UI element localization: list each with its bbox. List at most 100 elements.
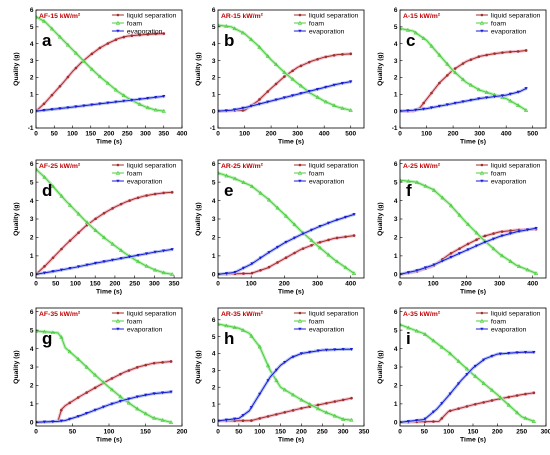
data-point-evaporation [42, 108, 46, 112]
data-point-foam [445, 61, 450, 66]
data-point-foam [473, 374, 478, 378]
x-tick-label: 0 [398, 429, 402, 436]
legend-marker-foam [297, 318, 303, 323]
data-point-evaporation [170, 248, 174, 252]
data-point-foam [152, 415, 157, 420]
legend-marker-liquid_separation [116, 13, 120, 17]
data-point-liquid_separation [98, 46, 102, 50]
data-point-foam [89, 66, 95, 71]
data-point-foam [406, 325, 411, 330]
legend-marker-foam [115, 318, 121, 323]
x-tick-label: 200 [461, 281, 472, 288]
panel-f: 0 100 200 300 400 0 1 2 3 4 5 6 Time (s) Quality (g) A… [377, 159, 547, 296]
panel-title: AF-25 kW/m² [39, 163, 81, 170]
legend-marker-foam [115, 170, 121, 175]
data-point-evaporation [453, 101, 457, 105]
panel-h: 0 50 100 150 200 250 300 350 0 1 2 3 4 5 6 Time (s) Qual… [195, 307, 370, 444]
data-point-evaporation [82, 104, 86, 108]
data-point-liquid_separation [74, 66, 78, 70]
data-point-foam [241, 180, 246, 184]
x-tick-label: 250 [129, 281, 140, 288]
x-tick-label: 0 [216, 429, 220, 436]
data-point-liquid_separation [274, 82, 278, 86]
data-point-foam [76, 356, 81, 361]
data-point-liquid_separation [316, 403, 320, 407]
y-tick-label: 6 [212, 7, 216, 14]
data-point-evaporation [422, 107, 426, 111]
data-point-foam [160, 417, 165, 422]
y-tick-label: 2 [30, 75, 34, 82]
panel-label: e [224, 181, 233, 200]
data-point-evaporation [51, 420, 55, 424]
data-point-liquid_separation [162, 191, 165, 195]
data-point-evaporation [308, 350, 312, 354]
data-point-foam [508, 98, 513, 103]
y-axis-label: Quality (g) [377, 202, 384, 236]
data-point-liquid_separation [152, 361, 156, 365]
y-tick-label: 0 [394, 108, 398, 115]
y-axis-label: Quality (g) [13, 52, 20, 86]
data-point-evaporation [406, 109, 410, 113]
y-tick-label: 5 [212, 24, 216, 31]
data-point-evaporation [249, 406, 253, 410]
data-point-foam [137, 102, 142, 106]
data-point-liquid_separation [76, 396, 80, 399]
data-point-foam [36, 167, 39, 171]
x-tick-label: 100 [254, 429, 265, 436]
x-tick-label: 150 [468, 429, 479, 436]
data-point-foam [476, 87, 481, 92]
data-point-liquid_separation [482, 401, 485, 404]
data-point-evaporation [457, 252, 462, 255]
x-axis-label: Time (s) [278, 437, 304, 444]
data-point-liquid_separation [146, 33, 150, 36]
data-point-foam [481, 381, 486, 385]
data-point-evaporation [415, 269, 419, 273]
y-tick-label: 4 [212, 198, 216, 205]
data-point-liquid_separation [310, 244, 313, 247]
data-point-foam [93, 228, 98, 232]
data-point-liquid_separation [333, 400, 337, 403]
data-point-evaporation [257, 102, 262, 106]
data-point-evaporation [429, 106, 434, 110]
data-point-foam [67, 349, 72, 354]
data-point-evaporation [491, 237, 496, 241]
series-band-evaporation [400, 350, 536, 424]
x-tick-label: 300 [474, 131, 485, 138]
data-point-liquid_separation [284, 256, 288, 260]
legend-marker-liquid_separation [480, 311, 484, 315]
data-point-foam [50, 184, 56, 189]
panel-label: b [224, 31, 234, 50]
x-tick-label: 50 [52, 281, 60, 288]
legend-marker-evaporation [298, 179, 302, 183]
data-point-liquid_separation [492, 232, 495, 235]
y-tick-label: -1 [210, 125, 216, 132]
series-line-liquid_separation [400, 228, 537, 275]
data-point-liquid_separation [524, 392, 527, 396]
y-tick-label: 3 [212, 58, 216, 65]
data-point-liquid_separation [299, 64, 303, 68]
data-point-evaporation [466, 248, 470, 252]
x-tick-label: 100 [104, 429, 115, 436]
x-tick-label: 200 [448, 131, 459, 138]
x-tick-label: 100 [67, 131, 78, 138]
data-point-foam [282, 70, 287, 74]
data-point-liquid_separation [301, 247, 305, 250]
data-point-liquid_separation [128, 199, 131, 202]
data-point-foam [97, 74, 102, 79]
data-point-liquid_separation [153, 192, 157, 196]
legend-marker-evaporation [480, 327, 484, 331]
data-point-evaporation [534, 226, 538, 230]
y-axis-label: Quality (g) [195, 350, 202, 384]
data-point-foam [121, 93, 126, 98]
data-point-foam [317, 245, 323, 250]
data-point-foam [506, 402, 511, 407]
data-point-foam [508, 259, 513, 263]
x-tick-label: 100 [421, 131, 432, 138]
data-point-liquid_separation [77, 231, 80, 235]
x-tick-label: 100 [246, 281, 257, 288]
data-point-liquid_separation [483, 234, 487, 238]
data-point-foam [84, 364, 89, 369]
